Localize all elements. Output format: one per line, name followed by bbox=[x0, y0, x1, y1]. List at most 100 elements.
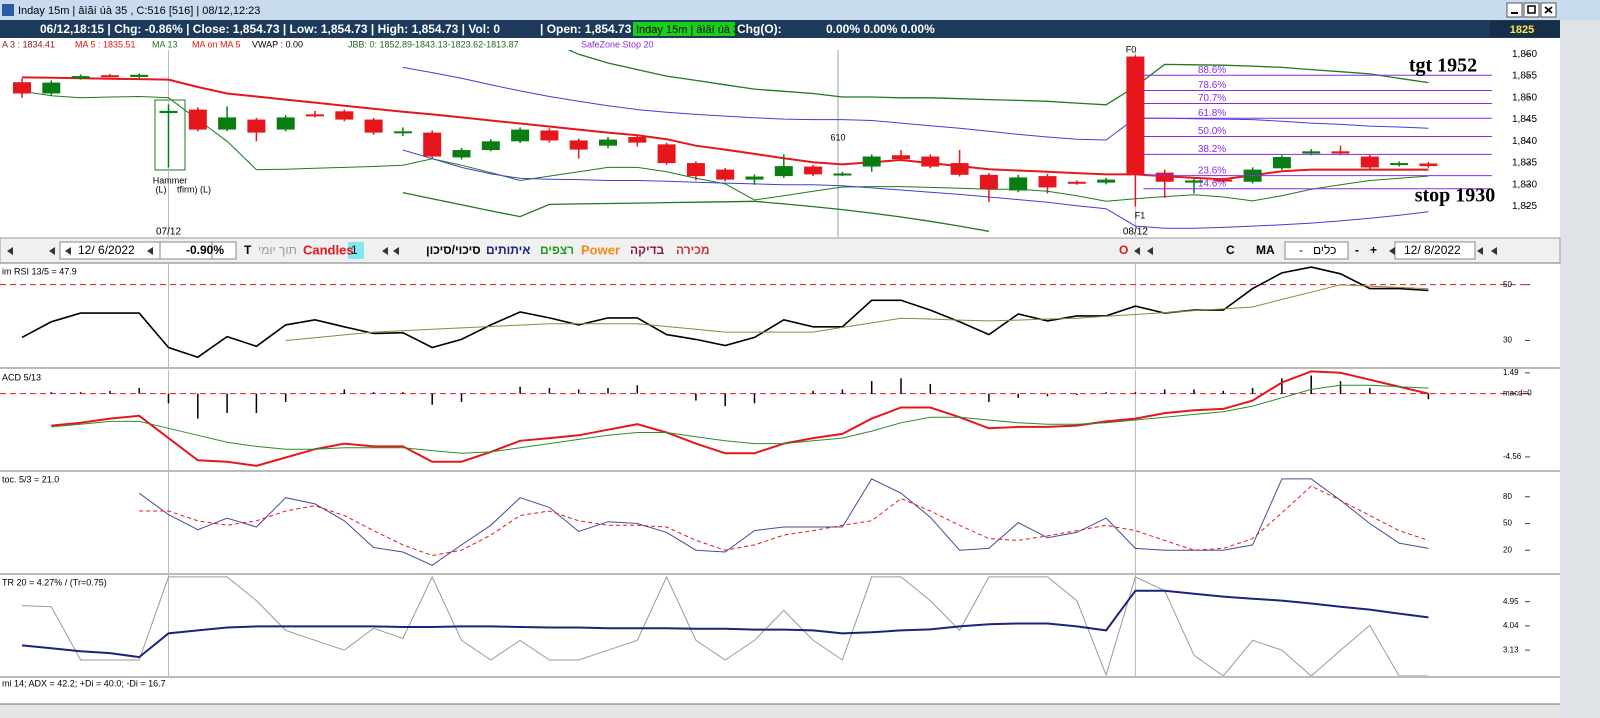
y-tick-label: 4.04 bbox=[1503, 621, 1519, 630]
candle-body bbox=[1097, 179, 1116, 183]
toolbar-item[interactable]: MA bbox=[1256, 243, 1275, 257]
candle-body bbox=[100, 75, 119, 78]
candle-body bbox=[1009, 177, 1028, 191]
fib-label: 88.6% bbox=[1198, 65, 1226, 76]
arrow-icon[interactable] bbox=[7, 247, 13, 255]
price-box-bg bbox=[1490, 21, 1560, 37]
chg-o-label: Chg(O): bbox=[737, 22, 782, 36]
bottom-scrollbar[interactable] bbox=[0, 704, 1560, 718]
panel-label: toc. 5/3 = 21.0 bbox=[2, 474, 59, 484]
y-tick-label: 1,825 bbox=[1512, 201, 1537, 212]
candle-body bbox=[1126, 56, 1145, 175]
toolbar-item[interactable]: - bbox=[1355, 243, 1359, 257]
hammer-box bbox=[154, 99, 186, 171]
arrow-icon[interactable] bbox=[1147, 247, 1153, 255]
indicator-line bbox=[21, 90, 1429, 202]
panel-plot bbox=[13, 50, 1492, 232]
indicator-line bbox=[51, 384, 1429, 454]
y-tick-label: 50 bbox=[1503, 519, 1512, 528]
info-badge-bg bbox=[633, 22, 735, 36]
y-tick-label: 1,845 bbox=[1512, 114, 1537, 125]
toolbar-item[interactable]: סיכוי/סיכון bbox=[426, 243, 481, 257]
candle-body bbox=[1155, 172, 1174, 182]
toolbar-item[interactable]: איתותים bbox=[486, 243, 530, 257]
toolbar-item[interactable]: כלים bbox=[1313, 243, 1336, 257]
y-tick-label: -4.56 bbox=[1503, 452, 1522, 461]
toolbar-item[interactable]: -0.90% bbox=[186, 243, 224, 257]
candle-body bbox=[1360, 156, 1379, 168]
indicator-line bbox=[402, 191, 990, 232]
indicator-line bbox=[567, 50, 1429, 106]
annotation: F1 bbox=[1135, 210, 1146, 220]
annotation: 610 bbox=[830, 132, 845, 142]
toolbar-item[interactable]: Candles bbox=[303, 242, 354, 257]
indicator-line bbox=[51, 370, 1429, 467]
annotation: F0 bbox=[1126, 44, 1137, 54]
toolbar-item[interactable]: O bbox=[1119, 243, 1128, 257]
arrow-icon[interactable] bbox=[393, 247, 399, 255]
candle-body bbox=[335, 111, 354, 120]
right-frame bbox=[1560, 20, 1600, 718]
annotation: stop 1930 bbox=[1415, 185, 1496, 207]
candle-body bbox=[1331, 151, 1350, 154]
info-badge: Inday 15m | âìãí úà 35 bbox=[636, 24, 745, 36]
chg-o-values: 0.00% 0.00% 0.00% bbox=[826, 22, 935, 36]
annotation: (L) bbox=[156, 184, 167, 194]
arrow-icon[interactable] bbox=[1477, 247, 1483, 255]
panel-plot bbox=[0, 266, 1525, 359]
legend-entry: MA on MA 5 bbox=[192, 39, 241, 49]
window-title: Inday 15m | âìãí úà 35 , C:516 [516] | 0… bbox=[18, 5, 260, 17]
y-tick-label: 1,830 bbox=[1512, 179, 1537, 190]
arrow-icon[interactable] bbox=[382, 247, 388, 255]
toolbar-item[interactable]: C bbox=[1226, 243, 1235, 257]
toolbar-item[interactable]: 12/ 6/2022 bbox=[78, 243, 135, 257]
toolbar-item[interactable]: T bbox=[244, 243, 252, 257]
candle-body bbox=[452, 150, 471, 158]
title-bar bbox=[0, 0, 1600, 20]
toolbar-item[interactable]: מכירה bbox=[676, 243, 710, 257]
info-open: | Open: 1,854.73 bbox=[540, 22, 632, 36]
toolbar-item[interactable]: רצפים bbox=[540, 243, 574, 257]
info-summary: 06/12,18:15 | Chg: -0.86% | Close: 1,854… bbox=[40, 22, 500, 36]
candle-body bbox=[247, 119, 266, 133]
fib-label: 23.6% bbox=[1198, 165, 1226, 176]
info-bar bbox=[0, 20, 1560, 38]
legend-entry: JBB: 0: 1852.89-1843.13-1823.62-1813.87 bbox=[348, 39, 519, 49]
indicator-line bbox=[139, 485, 1429, 557]
fib-label: 78.6% bbox=[1198, 80, 1226, 91]
toolbar-item[interactable]: Power bbox=[581, 242, 620, 257]
arrow-icon[interactable] bbox=[1389, 247, 1395, 255]
annotation: Hammer bbox=[153, 175, 188, 185]
candle-body bbox=[716, 169, 735, 180]
toolbar-item[interactable]: + bbox=[1370, 243, 1377, 257]
toolbar-item[interactable]: - bbox=[1299, 243, 1303, 257]
y-tick-label: 1.49 bbox=[1503, 368, 1519, 377]
toolbar-item[interactable]: תוך יומי bbox=[258, 243, 297, 257]
candle-body bbox=[599, 139, 617, 146]
toolbar-item[interactable]: 1 bbox=[351, 243, 358, 257]
toolbar-item[interactable]: בדיקה bbox=[630, 243, 665, 257]
arrow-icon[interactable] bbox=[1134, 247, 1140, 255]
legend-entry: A 3 : 1834.41 bbox=[2, 39, 55, 49]
combo-box[interactable] bbox=[1284, 241, 1349, 260]
maximize-button[interactable] bbox=[1523, 2, 1540, 18]
arrow-icon[interactable] bbox=[147, 247, 153, 255]
fib-label: 38.2% bbox=[1198, 144, 1226, 155]
legend-entry: SafeZone Stop 20 bbox=[581, 39, 654, 49]
candle-body bbox=[364, 119, 383, 133]
candle-body bbox=[950, 163, 969, 175]
candle-body bbox=[306, 114, 324, 117]
y-tick-label: macd=0 bbox=[1503, 389, 1532, 398]
legend-entry: MA 13 bbox=[152, 39, 178, 49]
toolbar-item[interactable]: 12/ 8/2022 bbox=[1404, 243, 1461, 257]
combo-box[interactable] bbox=[159, 241, 213, 260]
arrow-icon[interactable] bbox=[65, 247, 71, 255]
candle-body bbox=[1272, 156, 1291, 169]
minimize-button[interactable] bbox=[1506, 2, 1523, 18]
arrow-icon[interactable] bbox=[49, 247, 55, 255]
candle-body bbox=[423, 132, 442, 157]
indicator-line bbox=[21, 575, 1429, 676]
arrow-icon[interactable] bbox=[1491, 247, 1497, 255]
app-icon bbox=[2, 4, 14, 16]
y-tick-label: 20 bbox=[1503, 545, 1512, 554]
